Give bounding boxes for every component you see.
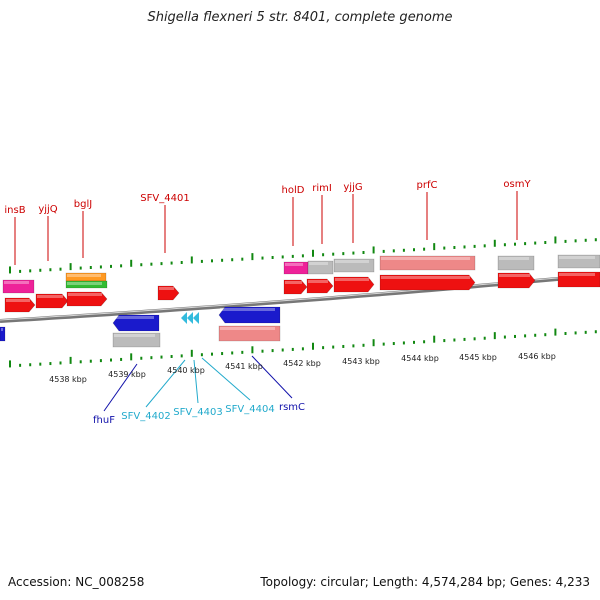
feature-osmY-product[interactable] bbox=[497, 255, 535, 271]
genome-title: Shigella flexneri 5 str. 8401, complete … bbox=[147, 10, 453, 25]
feature-edge-gene[interactable] bbox=[557, 271, 600, 288]
gene-label-yjjQ[interactable]: yjjQ bbox=[38, 204, 57, 215]
feature-yjjG-product-shine bbox=[335, 260, 369, 263]
feature-rimI-product-shine bbox=[309, 262, 328, 265]
feature-edge-gene-shine bbox=[559, 273, 595, 276]
feature-rimI-gene[interactable] bbox=[306, 278, 334, 294]
feature-holD-gene[interactable] bbox=[283, 279, 308, 295]
feature-rimI-gene-shine bbox=[308, 280, 328, 283]
scale-label: 4538 kbp bbox=[49, 375, 87, 384]
feature-SFV_4401-gene[interactable] bbox=[157, 285, 180, 301]
feature-rsmC-gene[interactable] bbox=[218, 306, 281, 324]
scale-label: 4545 kbp bbox=[459, 353, 497, 362]
feature-rimI-product[interactable] bbox=[307, 260, 334, 275]
label-leaders bbox=[14, 191, 518, 412]
feature-rsmC-product-shine bbox=[220, 327, 275, 330]
feature-prfC-product[interactable] bbox=[379, 255, 476, 271]
feature-osmY-gene[interactable] bbox=[497, 272, 536, 289]
accession-text: Accession: NC_008258 bbox=[8, 575, 145, 589]
gene-label-fhuF[interactable]: fhuF bbox=[93, 415, 115, 426]
upper-ticks bbox=[9, 236, 597, 274]
gene-label-prfC[interactable]: prfC bbox=[417, 180, 438, 191]
gene-features[interactable] bbox=[0, 254, 600, 348]
feature-bglJ-bottom-shine bbox=[67, 282, 102, 285]
gene-label-rsmC[interactable]: rsmC bbox=[279, 402, 305, 413]
feature-bglJ-gene-shine bbox=[68, 293, 102, 296]
gene-label-SFV_4401[interactable]: SFV_4401 bbox=[140, 193, 189, 204]
feature-yjjG-product[interactable] bbox=[333, 258, 375, 273]
feature-edge-product-shine bbox=[559, 256, 595, 259]
feature-bglJ-bottom[interactable] bbox=[65, 280, 108, 289]
gene-label-SFV_4402[interactable]: SFV_4402 bbox=[121, 411, 170, 422]
gene-labels[interactable]: insB yjjQ bglJ SFV_4401 holD rimI yjjG prfC osmY… bbox=[4, 179, 531, 426]
feature-holD-product-shine bbox=[285, 263, 303, 266]
feature-yjjQ-gene[interactable] bbox=[35, 293, 69, 309]
feature-bglJ-top-shine bbox=[67, 274, 101, 277]
feature-insB-product[interactable] bbox=[2, 279, 35, 294]
lower-ticks bbox=[9, 328, 597, 368]
scale-labels: 4538 kbp 4539 kbp 4540 kbp 4541 kbp 4542 kbp… bbox=[49, 352, 556, 384]
feature-prfC-product-shine bbox=[381, 257, 470, 260]
feature-insB-gene-shine bbox=[6, 299, 30, 302]
scale-label: 4546 kbp bbox=[518, 352, 556, 361]
scale-label: 4544 kbp bbox=[401, 354, 439, 363]
gene-label-bglJ[interactable]: bglJ bbox=[74, 199, 92, 210]
gene-label-SFV_4403[interactable]: SFV_4403 bbox=[173, 407, 222, 418]
feature-holD-gene-shine bbox=[285, 281, 302, 284]
leader-SFV_4402 bbox=[145, 359, 186, 408]
feature-SFV_4404-gene[interactable] bbox=[193, 312, 199, 324]
gene-label-yjjG[interactable]: yjjG bbox=[343, 182, 362, 193]
gene-label-SFV_4404[interactable]: SFV_4404 bbox=[225, 404, 274, 415]
feature-fhuF-product[interactable] bbox=[112, 332, 161, 348]
feature-fhuF-gene-shine bbox=[114, 316, 154, 319]
feature-rsmC-product[interactable] bbox=[218, 325, 281, 342]
feature-insB-gene[interactable] bbox=[4, 297, 36, 313]
genome-summary: Topology: circular; Length: 4,574,284 bp… bbox=[260, 575, 590, 589]
feature-bglJ-gene[interactable] bbox=[66, 291, 108, 307]
feature-SFV_4402-gene[interactable] bbox=[181, 312, 187, 324]
gene-label-insB[interactable]: insB bbox=[4, 205, 25, 216]
feature-SFV_4403-gene[interactable] bbox=[187, 312, 193, 324]
feature-prfC-gene[interactable] bbox=[379, 274, 476, 291]
feature-yjjQ-gene-shine bbox=[37, 295, 63, 298]
scale-label: 4540 kbp bbox=[167, 366, 205, 375]
feature-yjjG-gene-shine bbox=[335, 278, 369, 281]
gene-label-holD[interactable]: holD bbox=[282, 185, 305, 196]
gene-label-osmY[interactable]: osmY bbox=[503, 179, 531, 190]
feature-SFV_4401-gene-shine bbox=[159, 287, 174, 290]
feature-yjjG-gene[interactable] bbox=[333, 276, 375, 293]
scale-label: 4541 kbp bbox=[225, 362, 263, 371]
feature-prfC-gene-shine bbox=[381, 276, 470, 279]
feature-rsmC-gene-shine bbox=[220, 308, 275, 311]
feature-edge-product[interactable] bbox=[557, 254, 600, 269]
scale-label: 4542 kbp bbox=[283, 359, 321, 368]
gene-label-rimI[interactable]: rimI bbox=[312, 183, 332, 194]
scale-label: 4539 kbp bbox=[108, 370, 146, 379]
leader-SFV_4403 bbox=[193, 359, 199, 404]
feature-insB-product-shine bbox=[4, 281, 29, 284]
feature-edge-reverse[interactable] bbox=[0, 326, 6, 342]
feature-osmY-product-shine bbox=[499, 257, 529, 260]
feature-edge-reverse-shine bbox=[1, 328, 3, 331]
scale-label: 4543 kbp bbox=[342, 357, 380, 366]
feature-fhuF-gene[interactable] bbox=[112, 314, 160, 332]
leader-SFV_4404 bbox=[201, 357, 251, 401]
feature-osmY-gene-shine bbox=[499, 274, 530, 277]
leader-fhuF bbox=[103, 363, 138, 412]
leader-rsmC bbox=[251, 355, 293, 399]
feature-fhuF-product-shine bbox=[114, 334, 155, 337]
